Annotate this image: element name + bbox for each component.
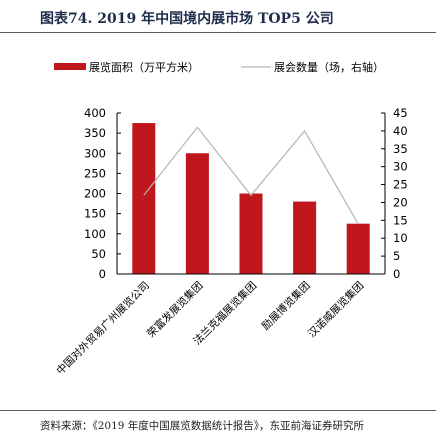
right-tick-label: 30 xyxy=(393,160,408,174)
title-divider xyxy=(0,32,436,33)
left-tick-label: 400 xyxy=(84,106,106,120)
left-tick-label: 50 xyxy=(91,247,106,261)
footer-divider xyxy=(0,410,436,411)
x-category-label: 荣富发展览集团 xyxy=(144,279,205,340)
x-category-label: 励展博览集团 xyxy=(259,279,313,333)
right-tick-label: 35 xyxy=(393,142,408,156)
plot-area: 0 50 100 150 200 250 300 350 400 0 5 10 15 20 25 30 35 40… xyxy=(54,106,408,377)
figure-title: 图表74. 2019 年中国境内展市场 TOP5 公司 xyxy=(40,11,334,27)
left-tick-label: 250 xyxy=(84,166,106,180)
bar-2 xyxy=(185,153,209,274)
legend-bar-label: 展览面积（万平方米） xyxy=(89,60,199,74)
bar-3 xyxy=(239,193,263,274)
right-tick-label: 20 xyxy=(393,195,408,209)
right-tick-label: 15 xyxy=(393,213,408,227)
x-category-label: 汉诺威展览集团 xyxy=(305,279,366,340)
left-tick-label: 350 xyxy=(84,126,106,140)
legend-bar-swatch xyxy=(54,63,86,70)
right-tick-label: 5 xyxy=(393,249,400,263)
left-tick-label: 200 xyxy=(84,187,106,201)
right-tick-label: 10 xyxy=(393,231,408,245)
left-tick-label: 0 xyxy=(99,267,106,281)
left-tick-label: 150 xyxy=(84,207,106,221)
bar-1 xyxy=(132,123,156,274)
right-tick-label: 0 xyxy=(393,267,400,281)
legend-line-label: 展会数量（场，右轴） xyxy=(274,60,384,74)
left-tick-label: 300 xyxy=(84,146,106,160)
right-tick-label: 45 xyxy=(393,106,408,120)
left-tick-label: 100 xyxy=(84,227,106,241)
right-tick-label: 40 xyxy=(393,124,408,138)
right-tick-label: 25 xyxy=(393,178,408,192)
x-category-label: 中国对外贸易广州展览公司 xyxy=(54,279,152,377)
source-note: 资料来源：《2019 年度中国展览数据统计报告》，东亚前海证券研究所 xyxy=(40,420,365,432)
bar-4 xyxy=(293,201,317,274)
legend: 展览面积（万平方米） 展会数量（场，右轴） xyxy=(54,60,384,74)
bar-5 xyxy=(346,223,370,274)
